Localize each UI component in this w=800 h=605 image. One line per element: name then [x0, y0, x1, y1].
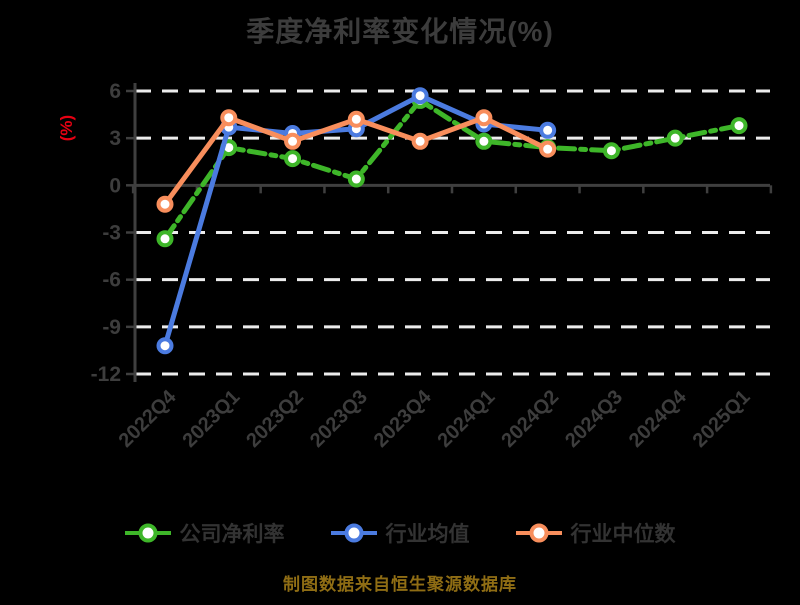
- legend-item-company-net-margin[interactable]: 公司净利率: [124, 518, 285, 548]
- legend-marker-industry-average: [330, 523, 377, 543]
- y-tick-label: -3: [102, 222, 121, 245]
- x-tick-label: 2024Q4: [625, 385, 692, 452]
- y-axis-title: (%): [57, 115, 76, 141]
- legend-label-industry-median: 行业中位数: [570, 523, 676, 546]
- data-point-industry-median: [539, 140, 557, 158]
- data-point-industry-average: [539, 121, 557, 139]
- chart-title: 季度净利率变化情况(%): [246, 16, 554, 47]
- data-point-company-net-margin: [730, 117, 748, 135]
- legend: 公司净利率 行业均值 行业中位数: [0, 518, 800, 548]
- data-point-company-net-margin: [156, 230, 174, 248]
- x-tick-label: 2023Q3: [306, 386, 372, 452]
- legend-label-industry-average: 行业均值: [385, 523, 470, 546]
- x-tick-label: 2024Q3: [561, 386, 627, 452]
- legend-label-company-net-margin: 公司净利率: [179, 523, 285, 546]
- y-tick-label: 0: [109, 174, 121, 197]
- data-point-company-net-margin: [347, 170, 365, 188]
- x-tick-label: 2023Q2: [242, 386, 308, 452]
- x-tick-label: 2024Q1: [434, 386, 500, 452]
- data-point-industry-average: [411, 87, 429, 105]
- y-tick-label: 6: [109, 80, 121, 103]
- x-tick-label: 2024Q2: [497, 386, 563, 452]
- y-tick-label: 3: [109, 127, 121, 150]
- data-point-industry-median: [347, 110, 365, 128]
- legend-item-industry-average[interactable]: 行业均值: [330, 518, 470, 548]
- x-tick-label: 2025Q1: [689, 386, 755, 452]
- y-tick-label: -9: [102, 316, 121, 339]
- data-point-industry-median: [475, 109, 493, 127]
- data-point-industry-median: [156, 195, 174, 213]
- data-point-company-net-margin: [602, 142, 620, 160]
- y-tick-label: -6: [102, 269, 121, 292]
- x-tick-label: 2023Q4: [370, 385, 437, 452]
- y-tick-label: -12: [91, 363, 121, 386]
- data-point-industry-median: [284, 132, 302, 150]
- data-point-company-net-margin: [666, 129, 684, 147]
- series-line-company-net-margin: [162, 97, 742, 242]
- x-tick-label: 2023Q1: [178, 386, 244, 452]
- footer-note: 制图数据来自恒生聚源数据库: [283, 575, 517, 594]
- data-point-industry-median: [220, 109, 238, 127]
- legend-marker-industry-median: [515, 523, 562, 543]
- data-point-company-net-margin: [475, 132, 493, 150]
- legend-item-industry-median[interactable]: 行业中位数: [515, 518, 676, 548]
- data-point-company-net-margin: [284, 150, 302, 168]
- data-point-industry-average: [156, 337, 174, 355]
- x-tick-label: 2022Q4: [115, 385, 182, 452]
- data-point-industry-median: [411, 132, 429, 150]
- legend-marker-company-net-margin: [124, 523, 171, 543]
